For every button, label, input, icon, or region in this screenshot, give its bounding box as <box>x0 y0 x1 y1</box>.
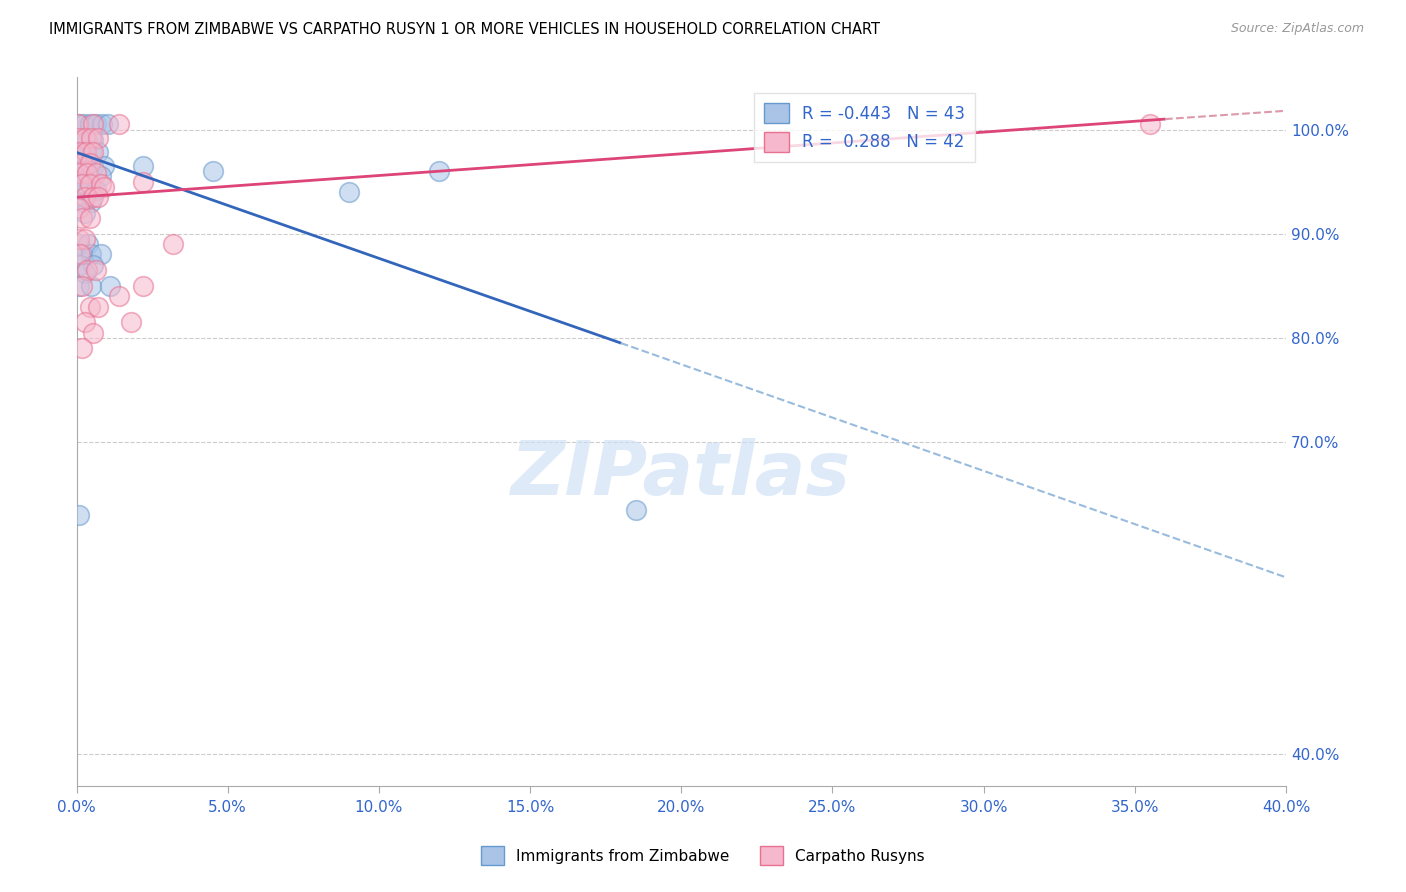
Point <box>132 278 155 293</box>
Point <box>77 183 100 197</box>
Legend: Immigrants from Zimbabwe, Carpatho Rusyns: Immigrants from Zimbabwe, Carpatho Rusyn… <box>475 840 931 871</box>
Point <box>76 166 98 180</box>
Point <box>80 145 103 160</box>
Point <box>79 117 101 131</box>
Point <box>87 300 110 314</box>
Point <box>82 145 104 160</box>
Point <box>98 278 121 293</box>
Point <box>79 156 101 170</box>
Point <box>162 237 184 252</box>
Point <box>72 195 94 210</box>
Point <box>82 258 104 272</box>
Point <box>108 117 131 131</box>
Point <box>67 508 90 522</box>
Point <box>69 159 91 173</box>
Point <box>79 177 101 191</box>
Point <box>84 263 107 277</box>
Point <box>67 117 90 131</box>
Point <box>73 131 96 145</box>
Point <box>67 232 90 246</box>
Text: ZIPatlas: ZIPatlas <box>512 438 851 510</box>
Point <box>82 133 104 147</box>
Point <box>132 175 155 189</box>
Point <box>76 133 98 147</box>
Point <box>70 133 93 147</box>
Text: IMMIGRANTS FROM ZIMBABWE VS CARPATHO RUSYN 1 OR MORE VEHICLES IN HOUSEHOLD CORRE: IMMIGRANTS FROM ZIMBABWE VS CARPATHO RUS… <box>49 22 880 37</box>
Point <box>80 247 103 261</box>
Point <box>69 258 91 272</box>
Point <box>132 159 155 173</box>
Point <box>69 247 91 261</box>
Point <box>70 156 93 170</box>
Point <box>87 190 110 204</box>
Point <box>429 164 451 178</box>
Point <box>1139 117 1161 131</box>
Point <box>624 502 647 516</box>
Point <box>82 159 104 173</box>
Point <box>93 179 115 194</box>
Point <box>73 206 96 220</box>
Point <box>67 117 90 131</box>
Point <box>70 177 93 191</box>
Point <box>69 183 91 197</box>
Point <box>73 266 96 280</box>
Point <box>73 145 96 160</box>
Point <box>75 145 97 160</box>
Point <box>90 169 112 184</box>
Point <box>79 211 101 225</box>
Point <box>80 278 103 293</box>
Point <box>87 145 110 160</box>
Point <box>84 166 107 180</box>
Point <box>76 263 98 277</box>
Point <box>90 177 112 191</box>
Point <box>67 278 90 293</box>
Point <box>73 117 96 131</box>
Point <box>82 117 104 131</box>
Point <box>77 169 100 184</box>
Point <box>84 183 107 197</box>
Point <box>80 195 103 210</box>
Point <box>80 131 103 145</box>
Point <box>70 341 93 355</box>
Point <box>90 247 112 261</box>
Point <box>75 159 97 173</box>
Legend: R = -0.443   N = 43, R =  0.288   N = 42: R = -0.443 N = 43, R = 0.288 N = 42 <box>754 93 976 161</box>
Point <box>77 237 100 252</box>
Point <box>82 190 104 204</box>
Point <box>70 169 93 184</box>
Point <box>67 237 90 252</box>
Point <box>67 131 90 145</box>
Point <box>79 300 101 314</box>
Point <box>73 190 96 204</box>
Point <box>82 326 104 340</box>
Point <box>337 185 360 199</box>
Point <box>97 117 120 131</box>
Point <box>87 131 110 145</box>
Point <box>67 201 90 215</box>
Point <box>70 278 93 293</box>
Point <box>67 166 90 180</box>
Point <box>70 247 93 261</box>
Point <box>201 164 224 178</box>
Point <box>69 145 91 160</box>
Point <box>70 211 93 225</box>
Point <box>120 315 142 329</box>
Point <box>108 289 131 303</box>
Point <box>93 159 115 173</box>
Text: Source: ZipAtlas.com: Source: ZipAtlas.com <box>1230 22 1364 36</box>
Point <box>84 117 107 131</box>
Point <box>73 315 96 329</box>
Point <box>67 145 90 160</box>
Point <box>73 232 96 246</box>
Point <box>91 117 114 131</box>
